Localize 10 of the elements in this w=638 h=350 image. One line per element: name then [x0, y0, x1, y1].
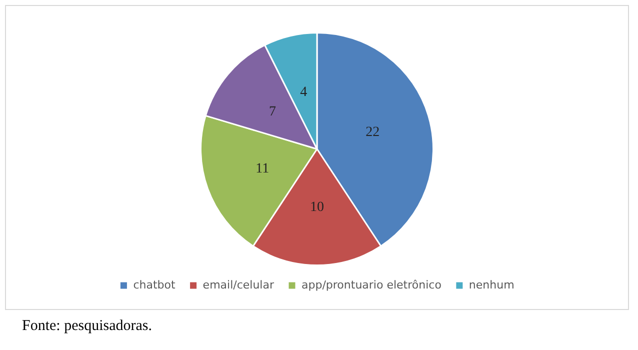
- legend-label: chatbot: [133, 278, 176, 292]
- legend-label: app/prontuario eletrônico: [302, 278, 442, 292]
- data-label: 10: [310, 200, 324, 215]
- data-label: 22: [366, 125, 380, 140]
- data-label: 4: [300, 85, 308, 100]
- legend-label: nenhum: [468, 278, 514, 292]
- data-label: 7: [268, 104, 276, 120]
- source-note: Fonte: pesquisadoras.: [22, 318, 152, 335]
- legend-label: email/celular: [202, 278, 274, 292]
- data-label: 11: [256, 162, 270, 177]
